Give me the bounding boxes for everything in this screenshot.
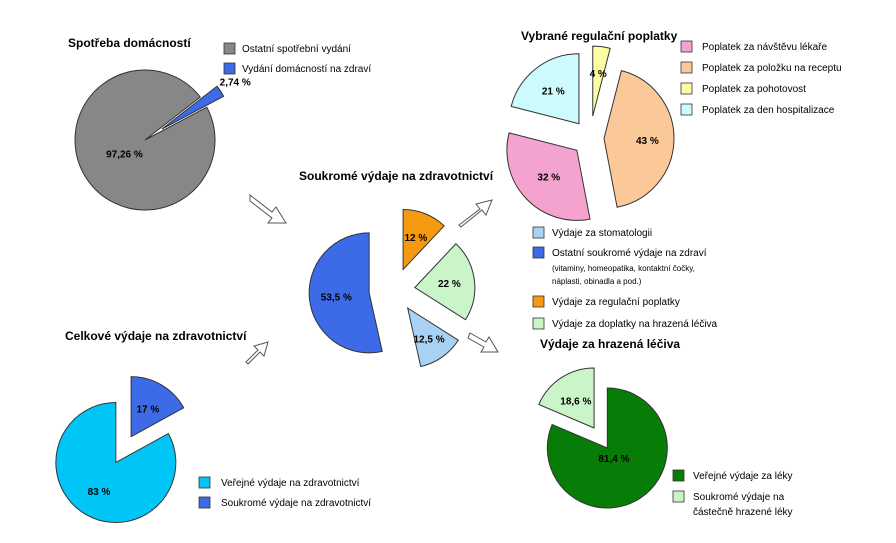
legend-label-soukrome-leky-line2: částečně hrazené léky: [693, 507, 793, 518]
legend-swatch-vydani-na-zdravi: [223, 62, 236, 75]
arrow-celkove-to-soukrome-icon: [245, 341, 269, 365]
legend-label-ostatni-soukrome: Ostatní soukromé výdaje na zdraví: [552, 248, 707, 259]
title-soukrome: Soukromé výdaje na zdravotnictví: [299, 169, 494, 183]
pie-label-soukrome-2: 12,5 %: [413, 334, 444, 345]
pie-slice-soukrome-0: [402, 209, 445, 271]
arrow-soukrome-to-poplatky-icon: [458, 199, 493, 228]
legend-note-ostatni-line1: (vitaminy, homeopatika, kontaktní čočky,: [552, 264, 695, 273]
legend-swatch-soukrome-leky: [672, 490, 685, 503]
pie-slice-soukrome-2: [406, 306, 460, 368]
pie-label-leciva-1: 18,6 %: [560, 396, 591, 407]
legend-swatch-verejne-leky: [672, 469, 685, 482]
legend-swatch-verejne-zdravotnictvi: [198, 476, 211, 489]
pie-leciva: 81,4 % 18,6 %: [538, 367, 668, 509]
legend-swatch-polozka-na-receptu: [680, 61, 693, 74]
title-poplatky: Vybrané regulační poplatky: [521, 29, 678, 43]
pie-label-poplatky-1: 43 %: [636, 136, 659, 147]
legend-swatch-ostatni-spotrebni: [223, 42, 236, 55]
pie-slice-poplatky-1: [603, 70, 675, 208]
pie-slice-soukrome-3: [308, 232, 383, 354]
pie-slice-celkove-1: [130, 376, 185, 438]
pie-soukrome: 12 % 22 % 12,5 % 53,5 %: [308, 209, 476, 368]
legend-label-pohotovost: Poplatek za pohotovost: [702, 84, 806, 95]
legend-swatch-soukrome-zdravotnictvi: [198, 496, 211, 509]
legend-swatch-doplatky: [532, 317, 545, 330]
legend-label-regulacni-poplatky: Výdaje za regulační poplatky: [552, 297, 680, 308]
legend-note-ostatni-line2: náplasti, obinadla a pod.): [552, 277, 642, 286]
legend-label-soukrome-zdravotnictvi: Soukromé výdaje na zdravotnictví: [221, 498, 371, 509]
pie-label-celkove-1: 17 %: [137, 404, 160, 415]
legend-label-vydani-na-zdravi: Vydání domácností na zdraví: [242, 64, 371, 75]
pie-slice-spotreba-0: [74, 69, 216, 211]
pie-poplatky: 4 % 43 % 32 % 21 %: [506, 45, 675, 221]
pie-slice-soukrome-1: [414, 243, 476, 321]
legend-label-ostatni-spotrebni: Ostatní spotřební vydání: [242, 44, 351, 55]
title-spotreba: Spotřeba domácností: [68, 36, 191, 50]
legend-label-verejne-zdravotnictvi: Veřejné výdaje na zdravotnictví: [221, 478, 360, 489]
pie-label-celkove-0: 83 %: [88, 487, 111, 498]
pie-label-soukrome-3: 53,5 %: [321, 292, 352, 303]
pie-slice-celkove-0: [55, 401, 177, 523]
legend-label-den-hospitalizace: Poplatek za den hospitalizace: [702, 105, 835, 116]
legend-label-stomatologie: Výdaje za stomatologii: [552, 228, 652, 239]
legend-label-soukrome-leky-line1: Soukromé výdaje na: [693, 492, 785, 503]
legend-swatch-navsteva-lekare: [680, 40, 693, 53]
legend-label-polozka-na-receptu: Poplatek za položku na receptu: [702, 63, 842, 74]
pie-slice-leciva-1: [538, 367, 595, 429]
pie-label-spotreba-1: 2,74 %: [220, 78, 251, 89]
legend-swatch-regulacni-poplatky: [532, 295, 545, 308]
pie-label-spotreba-0: 97,26 %: [106, 149, 143, 160]
pie-slice-leciva-0: [546, 387, 668, 509]
legend-label-verejne-leky: Veřejné výdaje za léky: [693, 471, 793, 482]
pie-label-poplatky-2: 32 %: [537, 173, 560, 184]
legend-swatch-ostatni-soukrome: [532, 246, 545, 259]
arrow-soukrome-to-leciva-icon: [467, 332, 499, 353]
legend-label-navsteva-lekare: Poplatek za návštěvu lékaře: [702, 42, 828, 53]
pie-slice-poplatky-0: [592, 45, 611, 117]
pie-label-leciva-0: 81,4 %: [598, 454, 629, 465]
arrow-spotreba-to-soukrome-icon: [249, 193, 287, 224]
flow-arrows: [245, 193, 499, 365]
title-leciva: Výdaje za hrazená léčiva: [540, 337, 680, 351]
title-celkove: Celkové výdaje na zdravotnictví: [65, 329, 247, 343]
pie-label-soukrome-1: 22 %: [438, 279, 461, 290]
pie-label-soukrome-0: 12 %: [405, 233, 428, 244]
pie-label-poplatky-0: 4 %: [590, 69, 607, 80]
pie-slice-spotreba-1: [161, 85, 225, 130]
pie-spotreba: 97,26 % 2,74 %: [74, 69, 251, 211]
pie-celkove: 17 % 83 %: [55, 376, 185, 523]
pie-label-poplatky-3: 21 %: [542, 87, 565, 98]
legend-swatch-den-hospitalizace: [680, 103, 693, 116]
pie-slice-poplatky-2: [506, 132, 591, 221]
pie-slice-poplatky-3: [510, 53, 580, 125]
legend-swatch-stomatologie: [532, 226, 545, 239]
legend-label-doplatky: Výdaje za doplatky na hrazená léčiva: [552, 319, 718, 330]
legend-swatch-pohotovost: [680, 82, 693, 95]
